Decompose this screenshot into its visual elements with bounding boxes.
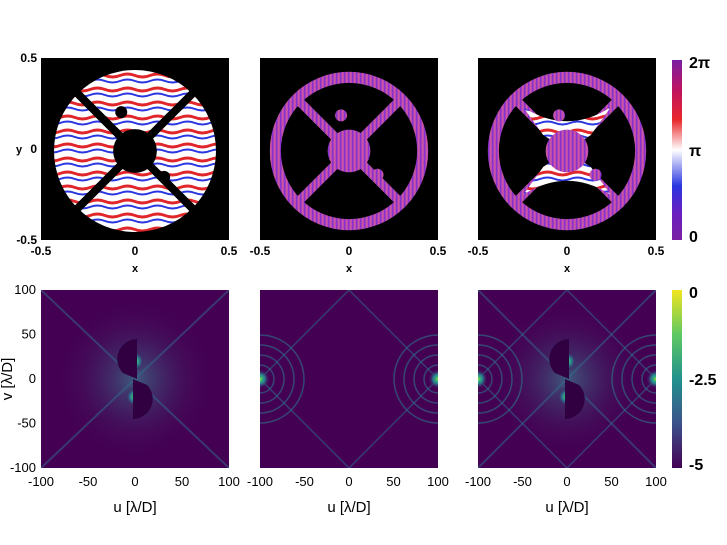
y-tick-label: -50 (17, 416, 36, 431)
x-tick-label: 0.5 (221, 244, 238, 258)
x-tick-label: 0 (132, 244, 139, 258)
x-tick-label: 50 (604, 474, 618, 489)
airy-ring (423, 364, 438, 394)
diffraction-spike (478, 290, 656, 468)
strut-pad (371, 168, 384, 181)
psf-peak (478, 369, 488, 389)
y-tick-label: 0 (29, 371, 36, 386)
pupil-panel: -0.5 0 0.5 x (468, 58, 665, 275)
psf-peak (428, 369, 438, 389)
y-tick-label: 0.5 (20, 51, 37, 65)
x-axis-label: u [λ/D] (327, 499, 370, 516)
strut-pad (335, 109, 348, 122)
strut-pad (553, 109, 566, 122)
y-tick-label: 0 (30, 142, 37, 156)
x-tick-label: 0 (563, 474, 570, 489)
x-tick-label: 0 (345, 474, 352, 489)
airy-ring (641, 364, 656, 394)
x-tick-label: -100 (28, 474, 54, 489)
x-tick-label: 0 (564, 244, 571, 258)
x-tick-label: 100 (218, 474, 240, 489)
x-tick-label: 0 (346, 244, 353, 258)
airy-ring (260, 364, 275, 394)
panel-background (260, 290, 438, 468)
dark-hole (565, 379, 585, 419)
psf-peak (646, 369, 656, 389)
colorbar-tick-label: -2.5 (689, 372, 717, 389)
airy-ring (260, 354, 285, 404)
x-axis-label: x (564, 263, 571, 275)
airy-ring (260, 334, 305, 424)
intensity-colorbar (672, 290, 682, 468)
airy-ring (260, 344, 295, 414)
x-tick-label: 50 (386, 474, 400, 489)
colorbars: 2π π 0 0 -2.5 -5 (672, 55, 717, 474)
airy-ring (621, 344, 656, 414)
x-tick-label: -50 (513, 474, 532, 489)
y-tick-label: -0.5 (16, 233, 37, 247)
diffraction-spike (478, 290, 656, 468)
airy-ring (631, 354, 656, 404)
x-tick-label: 0.5 (648, 244, 665, 258)
psf-intensity-row: -100 -50 0 50 100 u [λ/D] 100 50 0 -50 -100 v [λ/D]… (0, 282, 667, 516)
x-tick-label: -0.5 (468, 244, 489, 258)
airy-ring (478, 344, 513, 414)
wavy-region (523, 158, 611, 195)
x-tick-label: 0 (131, 474, 138, 489)
colorbar-tick-label: 2π (689, 55, 710, 72)
airy-ring (413, 354, 438, 404)
x-axis-label: u [λ/D] (545, 499, 588, 516)
colorbar-tick-label: 0 (689, 285, 698, 302)
central-obscuration (113, 129, 157, 173)
x-tick-label: -0.5 (31, 244, 52, 258)
x-tick-label: 100 (645, 474, 667, 489)
dark-hole (117, 339, 137, 379)
diffraction-spike (260, 290, 438, 468)
central-obscuration (545, 129, 589, 173)
x-tick-label: 0.5 (430, 244, 447, 258)
psf-peak (260, 369, 270, 389)
phase-colorbar (672, 60, 682, 240)
colorbar-tick-label: π (689, 143, 701, 160)
x-axis-label: u [λ/D] (113, 499, 156, 516)
airy-ring (478, 354, 503, 404)
strut-pad (115, 106, 128, 119)
x-tick-label: 100 (427, 474, 449, 489)
x-tick-label: -100 (465, 474, 491, 489)
strut-pad (158, 170, 171, 183)
dark-hole (549, 339, 569, 379)
pupil-panel: -0.5 0 0.5 x (250, 58, 447, 275)
airy-ring (393, 334, 438, 424)
central-obscuration (327, 129, 371, 173)
y-tick-label: 50 (22, 327, 36, 342)
y-tick-label: 100 (14, 282, 36, 297)
airy-ring (611, 334, 656, 424)
colorbar-tick-label: 0 (689, 229, 698, 246)
airy-ring (478, 364, 493, 394)
x-axis-label: x (346, 263, 353, 275)
psf-panel: -100 -50 0 50 100 u [λ/D] (465, 290, 667, 516)
x-tick-label: 50 (175, 474, 189, 489)
x-tick-label: -50 (79, 474, 98, 489)
strut-pad (589, 168, 602, 181)
colorbar-tick-label: -5 (689, 457, 703, 474)
dark-hole (133, 379, 153, 419)
pupil-phase-row: -0.5 0 0.5 x 0.5 0 -0.5 y -0.5 0 0.5 x -0.5 0 0.5 x (16, 51, 665, 275)
psf-panel: -100 -50 0 50 100 u [λ/D] 100 50 0 -50 -100 v [λ/D] (0, 282, 240, 516)
pupil-panel: -0.5 0 0.5 x 0.5 0 -0.5 y (16, 51, 238, 275)
x-tick-label: -50 (295, 474, 314, 489)
y-axis-label: v [λ/D] (0, 358, 16, 401)
y-tick-label: -100 (10, 460, 36, 475)
x-tick-label: -100 (247, 474, 273, 489)
x-tick-label: -0.5 (250, 244, 271, 258)
diffraction-spike (41, 290, 229, 468)
wavy-region (523, 107, 611, 144)
airy-ring (478, 334, 523, 424)
airy-ring (403, 344, 438, 414)
x-axis-label: x (132, 263, 139, 275)
psf-panel: -100 -50 0 50 100 u [λ/D] (247, 290, 449, 516)
y-axis-label: y (16, 144, 23, 156)
